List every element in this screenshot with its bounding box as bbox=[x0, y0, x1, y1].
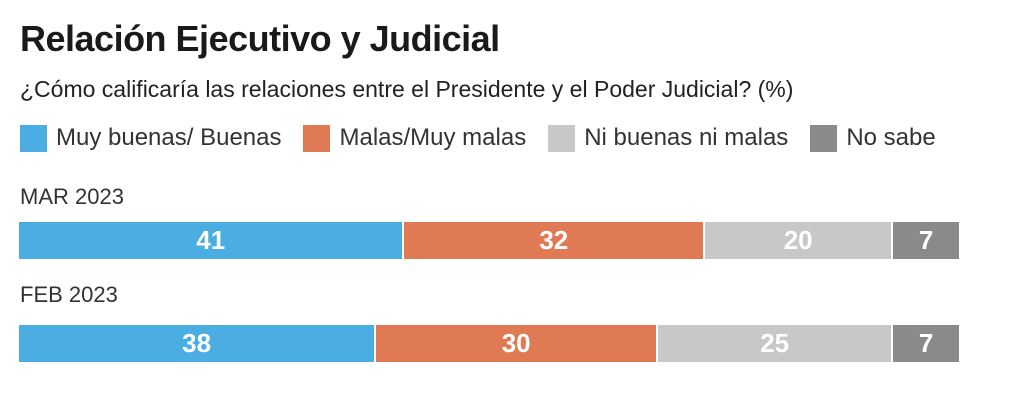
period-label: MAR 2023 bbox=[20, 184, 124, 209]
chart-legend: Muy buenas/ Buenas Malas/Muy malas Ni buen… bbox=[20, 124, 958, 152]
bar-segment: 7 bbox=[893, 222, 959, 259]
legend-label: Ni buenas ni malas bbox=[584, 124, 789, 151]
chart-title: Relación Ejecutivo y Judicial bbox=[20, 18, 500, 59]
legend-swatch bbox=[548, 124, 576, 152]
bar-segment: 20 bbox=[705, 222, 894, 259]
period-label: FEB 2023 bbox=[20, 282, 118, 307]
bar-segment: 41 bbox=[19, 222, 405, 259]
bar-segment: 7 bbox=[893, 325, 959, 362]
bar-row: 38 30 25 7 bbox=[19, 325, 959, 362]
legend-item: No sabe bbox=[810, 124, 936, 152]
bar-segment: 32 bbox=[404, 222, 706, 259]
legend-swatch bbox=[810, 124, 838, 152]
bar-row: 41 32 20 7 bbox=[19, 222, 959, 259]
bar-segment: 30 bbox=[376, 325, 659, 362]
legend-label: Muy buenas/ Buenas bbox=[56, 124, 282, 151]
chart-subtitle: ¿Cómo calificaría las relaciones entre e… bbox=[20, 76, 794, 102]
legend-item: Muy buenas/ Buenas bbox=[20, 124, 281, 152]
legend-item: Malas/Muy malas bbox=[303, 124, 526, 152]
legend-swatch bbox=[303, 124, 331, 152]
bar-segment: 25 bbox=[658, 325, 894, 362]
bar-segment: 38 bbox=[19, 325, 377, 362]
legend-swatch bbox=[20, 124, 47, 152]
legend-label: Malas/Muy malas bbox=[339, 124, 527, 151]
legend-item: Ni buenas ni malas bbox=[548, 124, 788, 152]
legend-label: No sabe bbox=[846, 124, 936, 151]
